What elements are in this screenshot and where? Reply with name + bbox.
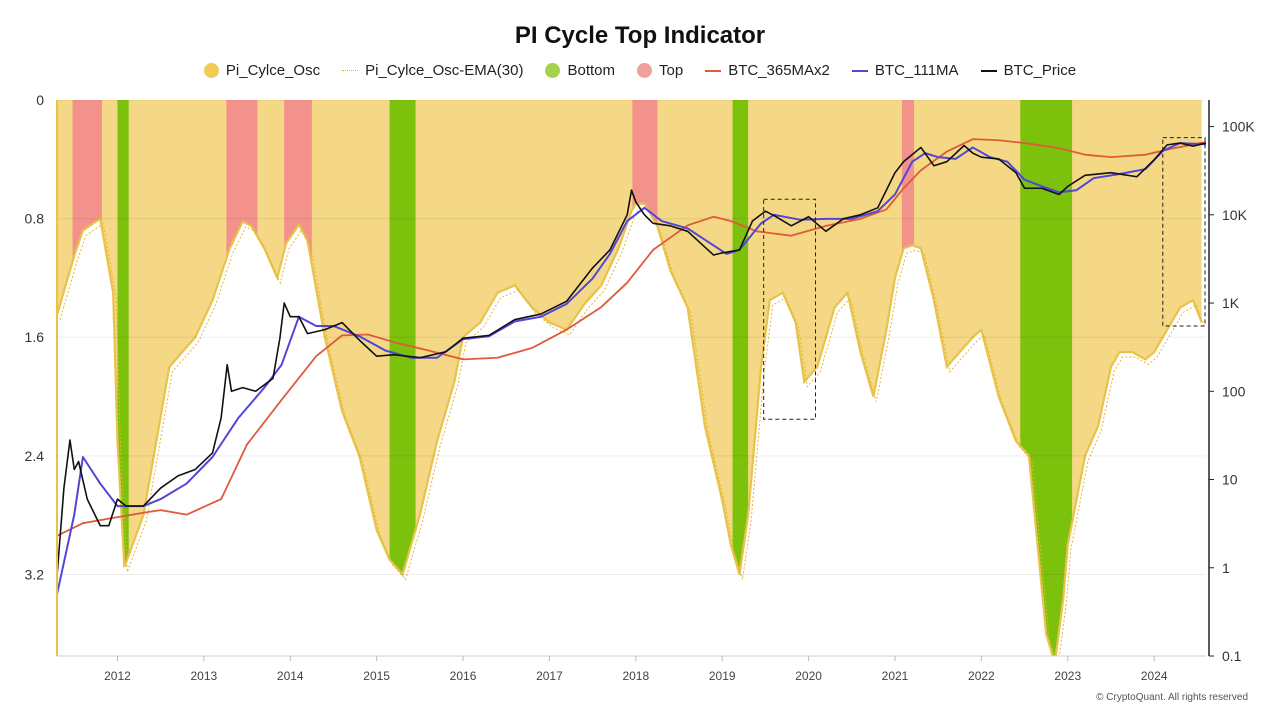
chart-title: PI Cycle Top Indicator [514,22,766,49]
legend-label-price: BTC_Price [1003,62,1077,79]
x-tick-label: 2012 [104,669,131,683]
x-tick-label: 2016 [450,669,477,683]
y-right-tick-label: 0.1 [1222,648,1242,664]
legend-swatch-ma365x2 [705,69,722,72]
copyright-notice: © CryptoQuant. All rights reserved [1096,692,1248,703]
x-tick-label: 2015 [363,669,390,683]
y-left-tick-label: 0.8 [25,211,45,227]
legend-label-osc: Pi_Cylce_Osc [225,62,321,79]
legend-label-top: Top [659,62,684,79]
annotation-box [763,198,817,420]
y-right-tick-label: 1 [1222,560,1230,576]
x-tick-label: 2017 [536,669,563,683]
legend-swatch-ma111 [851,69,868,72]
x-tick-label: 2014 [277,669,304,683]
osc-edge-line [57,202,1203,656]
x-tick-label: 2020 [795,669,822,683]
legend-item-osc-ema[interactable]: Pi_Cylce_Osc-EMA(30) [342,62,523,79]
legend-swatch-top [637,63,652,78]
x-tick-label: 2018 [622,669,649,683]
osc-underfill [57,203,1206,656]
legend-swatch-osc-ema [342,70,359,71]
y-right-tick-label: 10 [1222,472,1238,488]
legend-swatch-osc [203,63,219,78]
legend-item-top[interactable]: Top [637,62,683,79]
x-tick-label: 2013 [191,669,218,683]
plot-layer [57,100,1206,656]
legend-swatch-bottom [545,63,561,78]
legend-swatch-price [980,69,997,72]
osc-area [57,100,1206,656]
y-left-tick-label: 2.4 [25,448,45,464]
legend-item-price[interactable]: BTC_Price [980,62,1077,79]
legend-item-bottom[interactable]: Bottom [545,62,615,79]
y-right-tick-label: 1K [1222,295,1240,311]
bottom-band [117,100,129,656]
y-left-tick-label: 3.2 [25,566,45,582]
y-right-tick-label: 100 [1222,383,1246,399]
x-tick-label: 2022 [968,669,995,683]
osc-ema-line [59,208,1206,656]
x-tick-label: 2019 [709,669,736,683]
legend-label-ma365x2: BTC_365MAx2 [728,62,830,79]
legend-item-osc[interactable]: Pi_Cylce_Osc [203,62,321,79]
x-tick-label: 2024 [1141,669,1168,683]
legend-item-ma111[interactable]: BTC_111MA [851,62,959,79]
x-tick-label: 2023 [1054,669,1081,683]
y-right-tick-label: 100K [1222,119,1255,135]
legend: Pi_Cylce_Osc Pi_Cylce_Osc-EMA(30) Bottom… [0,62,1280,79]
legend-item-ma365x2[interactable]: BTC_365MAx2 [705,62,830,79]
y-right-tick-label: 10K [1222,207,1248,223]
ma111-line [57,142,1206,595]
legend-label-bottom: Bottom [567,62,615,79]
y-left-tick-label: 0 [36,92,44,108]
annotation-box [1162,137,1206,327]
x-tick-label: 2021 [882,669,909,683]
y-left-tick-label: 1.6 [25,329,45,345]
ma365x2-line [57,138,1206,537]
legend-label-ma111: BTC_111MA [874,62,959,79]
legend-label-osc-ema: Pi_Cylce_Osc-EMA(30) [365,62,524,79]
price-line [57,142,1206,577]
